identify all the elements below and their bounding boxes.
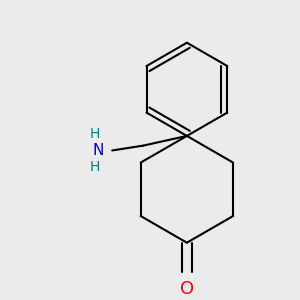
Text: H: H xyxy=(89,127,100,141)
Text: N: N xyxy=(93,143,104,158)
Text: O: O xyxy=(180,280,194,298)
Text: H: H xyxy=(89,160,100,174)
